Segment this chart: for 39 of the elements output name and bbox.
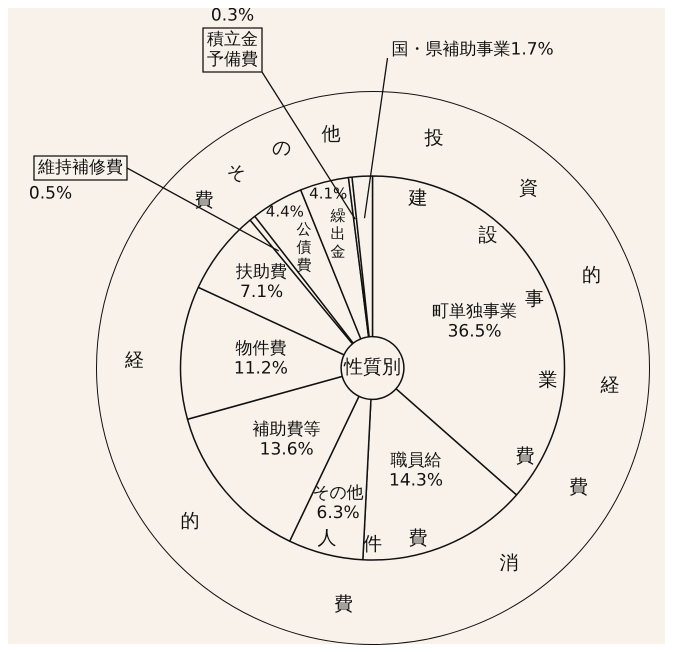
text: 費 [568, 476, 589, 498]
slice-label: 町単独事業 [432, 301, 518, 322]
text: 人件 [317, 527, 382, 555]
text: 資 [518, 177, 539, 200]
slice-label: 扶助費 [235, 262, 288, 282]
text: 経 [600, 374, 620, 396]
text: 的 [180, 510, 200, 532]
slice-label: 積立金予備費 [207, 29, 258, 70]
data-label: 0.5% [28, 183, 72, 204]
slice-label: 職員給 [390, 450, 442, 471]
text: 業 [538, 369, 558, 392]
text: 経 [124, 348, 145, 371]
data-label: 6.3% [316, 503, 360, 524]
data-label: 13.6% [260, 439, 314, 460]
slice-label: 物件費 [235, 338, 286, 358]
slice-label: 国・県補助事業1.7% [392, 39, 554, 60]
text: 設 [478, 224, 498, 246]
slice-label: 繰出金 [329, 206, 346, 260]
data-label: 0.3% [210, 5, 254, 26]
slice-label: 公債費 [296, 220, 312, 274]
text: 消 [499, 552, 519, 574]
text: 事 [524, 288, 544, 310]
data-label: 11.2% [234, 358, 288, 378]
text: その他 [226, 122, 341, 184]
text: 費 [408, 527, 428, 549]
data-label: 4.4% [266, 202, 304, 220]
slice-label: 維持補修費 [37, 157, 123, 178]
text: 投 [424, 127, 444, 150]
text: 建 [408, 186, 428, 209]
text: 費 [514, 445, 535, 467]
text: 費 [334, 593, 353, 616]
text: 費 [194, 188, 214, 211]
data-label: 14.3% [389, 470, 444, 491]
slice-label: 補助費等 [252, 419, 321, 440]
slice-label: その他 [312, 483, 364, 504]
text: 性質別 [343, 356, 401, 378]
text: 的 [582, 264, 602, 286]
data-label: 36.5% [448, 321, 502, 342]
data-label: 7.1% [240, 282, 284, 302]
